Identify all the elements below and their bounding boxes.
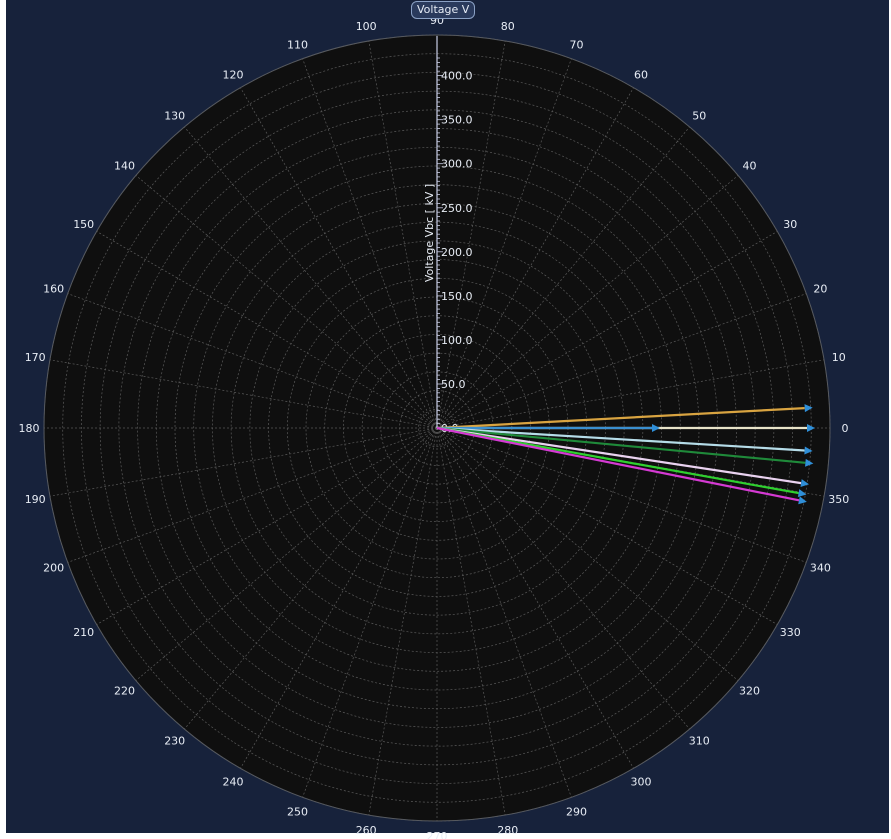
- phasor-line: [436, 426, 800, 502]
- grid-spoke: [436, 427, 572, 798]
- grid-spoke: [368, 40, 438, 429]
- angle-tick-label: 230: [164, 735, 185, 748]
- angle-tick-label: 200: [43, 562, 64, 575]
- angle-tick-label: 310: [689, 735, 710, 748]
- grid-spoke: [436, 231, 778, 429]
- angle-tick-label: 150: [73, 218, 94, 231]
- angle-tick-label: 40: [743, 160, 757, 173]
- angle-tick-label: 350: [828, 493, 849, 506]
- angle-tick-label: 300: [631, 775, 652, 788]
- angle-tick-label: 320: [739, 684, 760, 697]
- grid-spoke: [436, 427, 506, 816]
- angle-tick-label: 290: [566, 805, 587, 818]
- grid-spoke: [96, 231, 438, 429]
- angle-tick-label: 80: [501, 20, 515, 33]
- angle-tick-label: 10: [832, 351, 846, 364]
- phasor-arrowhead: [807, 424, 815, 432]
- phasor-arrowhead: [804, 446, 813, 455]
- grid-spoke: [436, 175, 739, 429]
- angle-tick-label: 70: [570, 39, 584, 52]
- angle-tick-label: 30: [783, 218, 797, 231]
- phasor-line: [436, 407, 805, 430]
- phasor-line: [436, 426, 806, 464]
- phasor-line: [436, 426, 799, 495]
- grid-spoke: [184, 126, 438, 429]
- angle-tick-label: 50: [692, 110, 706, 123]
- grid-spoke: [436, 427, 739, 681]
- phasor-arrowhead: [652, 424, 660, 432]
- angle-tick-label: 210: [73, 626, 94, 639]
- angle-tick-label: 260: [356, 824, 377, 837]
- radial-tick-label: 400.0: [441, 70, 473, 83]
- grid-spoke: [436, 427, 634, 769]
- grid-spoke: [135, 175, 438, 429]
- grid-spoke: [436, 359, 825, 429]
- radial-axis-title: Voltage Vbc [ kV ]: [423, 184, 436, 282]
- chart-title: Voltage V: [411, 1, 476, 19]
- radial-tick-label: 250.0: [441, 202, 473, 215]
- radial-tick-label: 350.0: [441, 114, 473, 127]
- angle-tick-label: 220: [114, 684, 135, 697]
- grid-spoke: [67, 293, 438, 429]
- grid-spoke: [135, 427, 438, 681]
- radial-tick-label: 200.0: [441, 246, 473, 259]
- phasor-arrowhead: [804, 404, 813, 413]
- angle-tick-label: 20: [813, 283, 827, 296]
- angle-tick-label: 340: [810, 562, 831, 575]
- phasor-arrowhead: [797, 489, 807, 498]
- angle-tick-label: 160: [43, 283, 64, 296]
- grid-spoke: [436, 427, 807, 563]
- grid-spoke: [436, 427, 778, 625]
- grid-spoke: [67, 427, 438, 563]
- grid-spoke: [240, 427, 438, 769]
- phasor-line: [436, 426, 802, 485]
- radial-tick-label: 100.0: [441, 334, 473, 347]
- angle-tick-label: 270: [427, 830, 448, 839]
- grid-spoke: [436, 58, 572, 429]
- angle-tick-label: 170: [25, 351, 46, 364]
- grid-spoke: [436, 87, 634, 429]
- radial-tick-label: 50.0: [441, 378, 466, 391]
- radial-tick-label: 300.0: [441, 158, 473, 171]
- grid-spoke: [436, 293, 807, 429]
- angle-tick-label: 190: [25, 493, 46, 506]
- phasor-arrowhead: [805, 458, 814, 467]
- grid-spoke: [49, 427, 438, 497]
- grid-spoke: [184, 427, 438, 730]
- grid-spoke: [96, 427, 438, 625]
- angle-tick-label: 180: [19, 422, 40, 435]
- grid-spoke: [302, 427, 438, 798]
- grid-spoke: [302, 58, 438, 429]
- phasor-arrowhead: [800, 479, 810, 488]
- angle-tick-label: 100: [356, 20, 377, 33]
- grid-spoke: [436, 40, 506, 429]
- angle-tick-label: 250: [287, 805, 308, 818]
- grid-spoke: [436, 126, 690, 429]
- angle-tick-label: 110: [287, 39, 308, 52]
- angle-tick-label: 60: [634, 69, 648, 82]
- phasor-arrowhead: [798, 496, 807, 505]
- angle-tick-label: 240: [223, 775, 244, 788]
- angle-tick-label: 0: [842, 422, 849, 435]
- grid-spoke: [368, 427, 438, 816]
- grid-spoke: [49, 359, 438, 429]
- grid-spoke: [240, 87, 438, 429]
- radial-tick-label: 150.0: [441, 290, 473, 303]
- phasor-line: [436, 426, 805, 452]
- angle-tick-label: 330: [780, 626, 801, 639]
- angle-tick-label: 140: [114, 160, 135, 173]
- grid-spoke: [436, 427, 690, 730]
- angle-tick-label: 120: [223, 69, 244, 82]
- angle-tick-label: 280: [497, 824, 518, 837]
- angle-tick-label: 130: [164, 110, 185, 123]
